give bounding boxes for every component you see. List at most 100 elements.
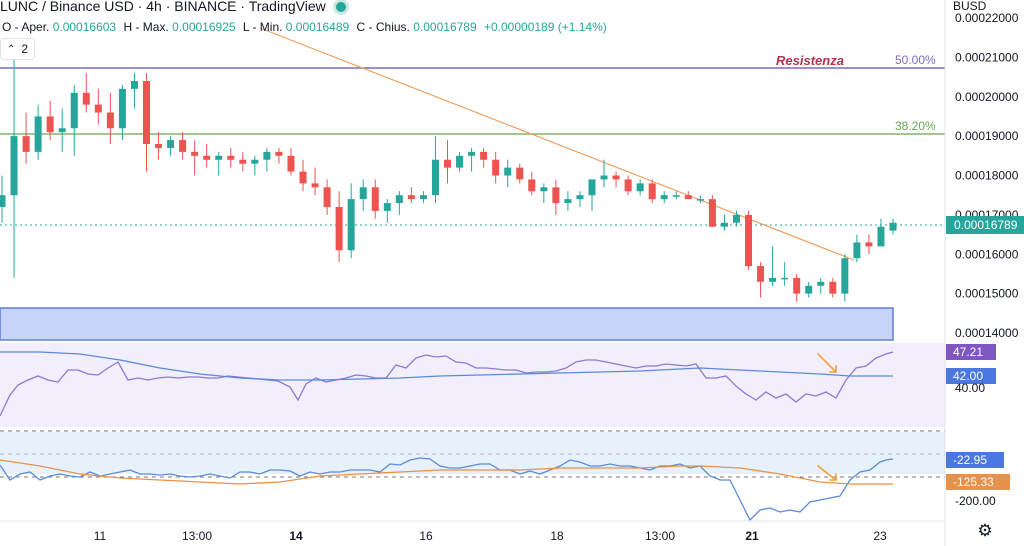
price-tick-label: 0.00019000 <box>955 129 1019 143</box>
rsi-value: 47.21 <box>953 345 983 359</box>
candle-body <box>781 277 789 280</box>
candle-body <box>817 281 825 286</box>
open-label: O - Aper. <box>2 20 50 34</box>
rsi-ma-value: 42.00 <box>953 369 983 383</box>
candle-body <box>203 155 211 160</box>
candles-group <box>0 57 897 302</box>
time-tick-label: 11 <box>94 529 107 543</box>
candle-body <box>540 187 548 192</box>
candle-body <box>251 159 259 164</box>
candle-body <box>155 144 163 148</box>
price-tick-label: 0.00018000 <box>955 169 1019 183</box>
cci-ma-value-tag <box>946 474 1010 490</box>
price-ticks: 0.00022000 0.00021000 0.00020000 0.00019000… <box>955 11 1019 340</box>
candle-body <box>877 226 885 247</box>
candle-body <box>624 179 632 192</box>
candle-body <box>239 159 247 164</box>
change-value: +0.00000189 (+1.14%) <box>483 20 607 34</box>
candle-body <box>636 183 644 192</box>
candle-body <box>0 195 6 207</box>
cci-arrow-icon <box>817 465 837 481</box>
candle-body <box>793 277 801 294</box>
time-tick-label: 14 <box>289 529 303 543</box>
candle-body <box>58 128 66 133</box>
close-label: C - Chius. <box>356 20 410 34</box>
candle-body <box>383 203 391 211</box>
rsi-line <box>0 351 894 417</box>
candle-body <box>805 285 813 294</box>
candle-body <box>564 199 572 204</box>
high-value: 0.00016925 <box>172 20 236 34</box>
candle-body <box>865 242 873 247</box>
support-zone <box>0 307 894 341</box>
candle-body <box>263 151 271 160</box>
cci-panel-bg <box>0 432 945 474</box>
candle-body <box>311 183 319 188</box>
candle-body <box>34 116 42 152</box>
candle-body <box>588 179 596 196</box>
candle-body <box>347 199 355 251</box>
current-price-tag <box>946 216 1024 234</box>
candle-body <box>480 151 488 160</box>
close-value: 0.00016789 <box>413 20 477 34</box>
low-label: L - Min. <box>242 20 283 34</box>
price-tick-label: 0.00016000 <box>955 247 1019 261</box>
time-tick-label: 21 <box>745 529 759 543</box>
indicator-toggle[interactable]: ⌃ 2 <box>0 38 36 60</box>
candle-body <box>889 222 897 231</box>
candle-body <box>431 159 439 196</box>
candle-body <box>287 155 295 172</box>
rsi-axis-tick: 40.00 <box>955 381 985 395</box>
price-tick-label: 0.00015000 <box>955 287 1019 301</box>
cci-value-tag <box>946 452 1004 468</box>
rsi-panel-bg <box>0 343 945 427</box>
high-label: H - Max. <box>123 20 169 34</box>
candle-body <box>46 116 54 133</box>
candle-body <box>829 281 837 294</box>
gear-icon[interactable]: ⚙ <box>977 521 993 540</box>
candle-body <box>323 187 331 207</box>
time-tick-label: 16 <box>419 529 433 543</box>
candle-body <box>191 151 199 156</box>
cci-axis-tick: -200.00 <box>955 494 996 508</box>
ohlc-values: O - Aper. 0.00016603 H - Max. 0.00016925… <box>2 20 607 34</box>
candle-body <box>444 159 451 168</box>
candle-body <box>299 171 307 184</box>
time-tick-label: 13:00 <box>645 529 675 543</box>
trendline[interactable] <box>259 27 855 261</box>
current-price-value: 0.00016789 <box>954 218 1018 232</box>
ohlc-header: LUNC / Binance USD · 4h · BINANCE · Trad… <box>0 0 346 14</box>
candle-body <box>648 183 656 200</box>
candle-body <box>745 214 753 267</box>
time-tick-label: 23 <box>873 529 887 543</box>
candle-body <box>552 187 560 204</box>
time-ticks: 11 13:00 14 16 18 13:00 21 23 <box>94 529 887 543</box>
candle-body <box>275 151 283 156</box>
price-axis-currency: BUSD <box>953 0 987 13</box>
candle-body <box>853 242 861 259</box>
chevron-up-icon[interactable]: ⌃ <box>7 43 16 55</box>
candle-body <box>371 187 379 211</box>
candle-body <box>720 222 728 227</box>
rsi-ma-line <box>0 351 893 381</box>
candle-body <box>10 136 18 196</box>
candle-body <box>142 81 150 144</box>
symbol-title[interactable]: LUNC / Binance USD · 4h · BINANCE · Trad… <box>0 0 326 14</box>
candle-body <box>359 187 367 200</box>
candle-body <box>395 195 403 204</box>
price-tick-label: 0.00021000 <box>955 50 1019 64</box>
candle-body <box>660 195 668 200</box>
candle-body <box>576 195 584 200</box>
time-tick-label: 18 <box>550 529 564 543</box>
candle-body <box>118 88 126 129</box>
candle-body <box>106 112 114 129</box>
candle-body <box>708 199 716 227</box>
fib-382-label: 38.20% <box>895 119 936 133</box>
rsi-arrow-icon <box>817 353 837 373</box>
cci-ma-value: -125.33 <box>953 475 994 489</box>
candle-body <box>672 195 680 197</box>
candle-body <box>528 179 536 192</box>
rsi-value-tag <box>946 344 996 360</box>
open-value: 0.00016603 <box>52 20 117 34</box>
